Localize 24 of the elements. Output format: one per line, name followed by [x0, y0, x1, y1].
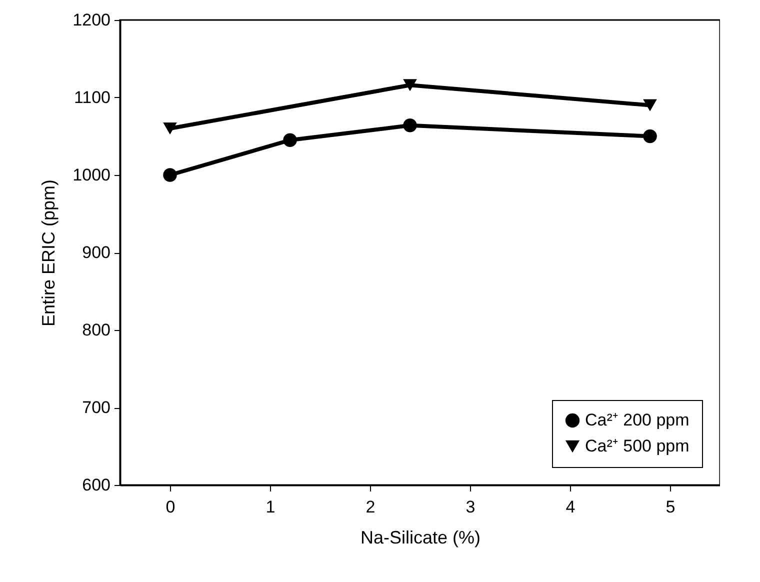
- y-tick-label: 600: [82, 476, 110, 494]
- y-axis-title: Entire ERIC (ppm): [38, 179, 59, 327]
- y-tick-label: 1200: [72, 10, 110, 30]
- x-tick-label: 5: [666, 498, 676, 516]
- x-axis-title: Na-Silicate (%): [360, 528, 481, 548]
- y-tick-label: 900: [82, 243, 110, 262]
- y-tick-label: 700: [82, 398, 110, 417]
- legend-label: Ca²⁺ 500 ppm: [585, 436, 690, 456]
- point: [403, 118, 417, 132]
- point: [163, 122, 177, 134]
- point: [163, 168, 177, 182]
- point: [403, 79, 417, 92]
- point: [643, 129, 657, 144]
- y-tick-label: 800: [82, 320, 110, 340]
- legend-label: Ca²⁺ 200 ppm: [585, 410, 690, 430]
- y-tick-label: 1000: [72, 166, 110, 184]
- point: [283, 133, 297, 148]
- x-tick-label: 4: [566, 498, 576, 516]
- x-tick-label: 1: [266, 498, 276, 516]
- x-tick-label: 0: [166, 498, 176, 516]
- x-tick-label: 2: [366, 498, 376, 516]
- y-tick-label: 1100: [74, 88, 110, 107]
- x-tick-label: 3: [466, 498, 476, 516]
- point: [643, 99, 657, 112]
